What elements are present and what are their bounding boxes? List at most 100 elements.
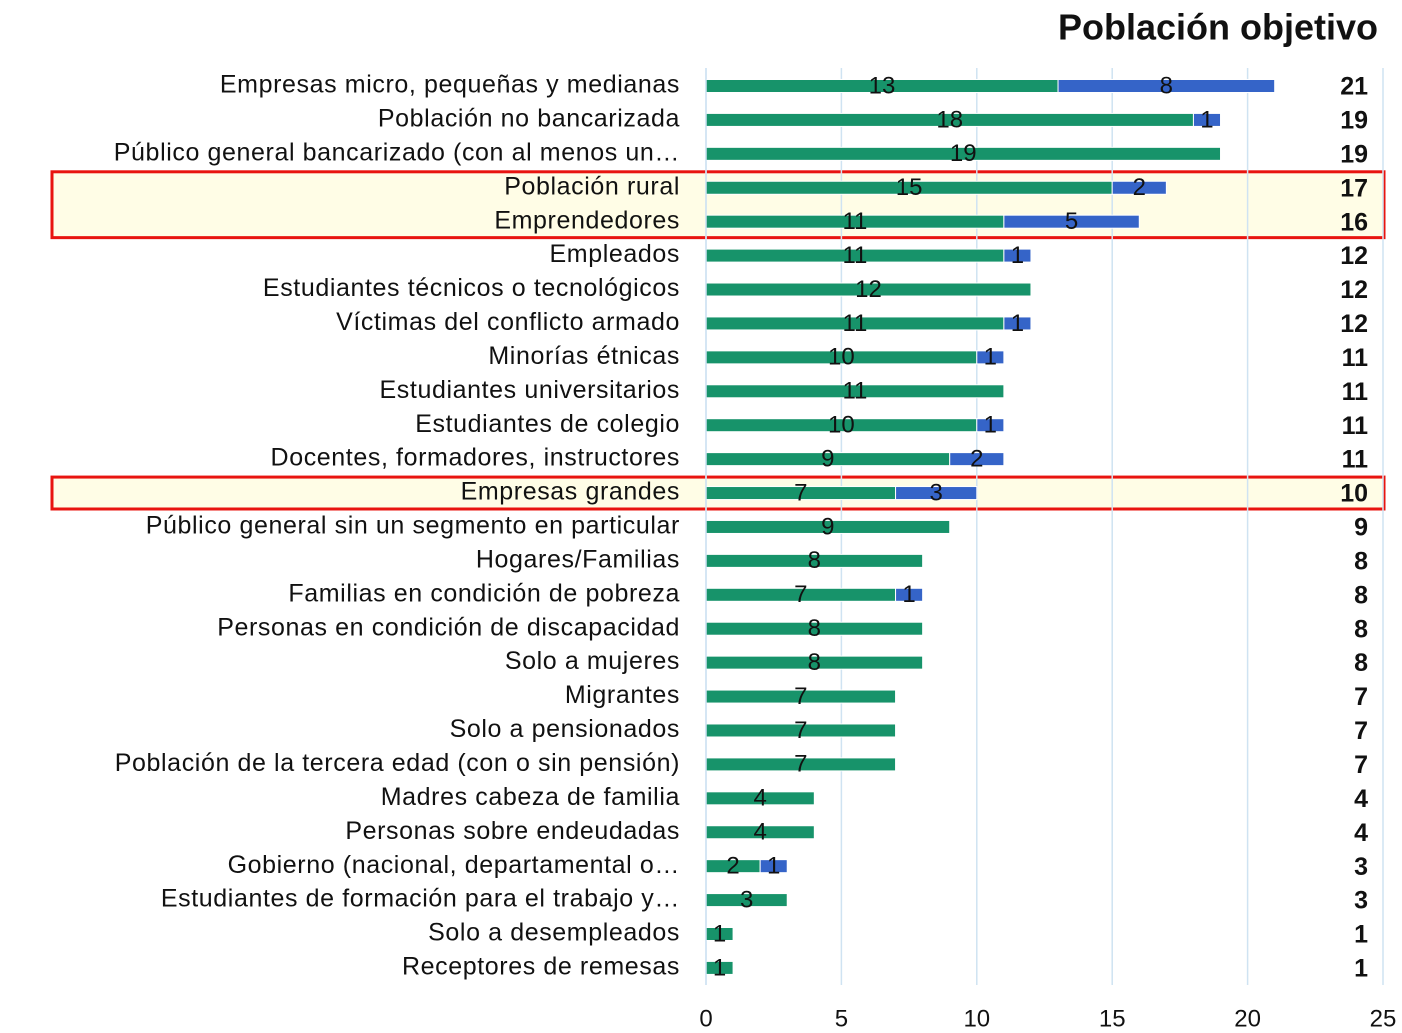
total-label: 11: [1342, 412, 1369, 440]
bar-segment: [976, 418, 1005, 433]
y-tick-label: Minorías étnicas: [488, 342, 680, 370]
total-label: 19: [1340, 107, 1368, 135]
bar-segment: [1003, 316, 1032, 331]
data-label: 1: [902, 581, 915, 608]
total-label: 8: [1354, 547, 1368, 575]
data-label: 7: [794, 479, 807, 506]
y-tick-label: Hogares/Familias: [476, 545, 680, 573]
x-tick-label: 15: [1099, 1005, 1126, 1032]
y-tick-label: Público general bancarizado (con al meno…: [114, 138, 680, 166]
data-label: 1: [713, 954, 726, 981]
data-label: 11: [842, 378, 867, 405]
data-label: 7: [794, 751, 807, 778]
data-label: 1: [984, 344, 997, 371]
y-tick-label: Personas en condición de discapacidad: [217, 613, 680, 641]
y-tick-label: Madres cabeza de familia: [381, 783, 680, 811]
total-label: 7: [1354, 751, 1368, 779]
bar-segment: [1003, 214, 1140, 229]
y-tick-label: Migrantes: [565, 681, 680, 709]
data-label: 12: [855, 276, 882, 303]
bar-segment: [1057, 79, 1276, 93]
data-label: 9: [821, 513, 834, 540]
y-tick-label: Empresas grandes: [461, 478, 680, 506]
y-tick-label: Docentes, formadores, instructores: [271, 444, 680, 472]
y-tick-label: Emprendedores: [494, 206, 680, 234]
data-label: 13: [869, 72, 896, 99]
total-label: 19: [1340, 140, 1368, 168]
data-label: 10: [828, 344, 855, 371]
data-label: 2: [726, 853, 739, 880]
total-label: 3: [1354, 853, 1368, 881]
y-tick-label: Personas sobre endeudadas: [345, 817, 680, 845]
data-label: 7: [794, 683, 807, 710]
bar-segment: [895, 486, 978, 501]
data-label: 11: [842, 208, 867, 235]
total-label: 11: [1342, 344, 1369, 372]
data-label: 4: [753, 819, 766, 846]
data-label: 1: [1011, 310, 1024, 337]
total-label: 9: [1354, 514, 1368, 542]
data-label: 3: [930, 479, 943, 506]
y-tick-label: Estudiantes de colegio: [415, 410, 680, 438]
bar-segment: [1003, 248, 1032, 263]
y-tick-label: Solo a desempleados: [428, 919, 680, 947]
x-tick-label: 5: [835, 1005, 848, 1032]
total-label: 8: [1354, 615, 1368, 643]
total-label: 21: [1340, 73, 1368, 101]
data-label: 1: [1200, 106, 1213, 133]
y-tick-label: Víctimas del conflicto armado: [336, 308, 680, 336]
x-tick-label: 25: [1370, 1005, 1397, 1032]
y-tick-label: Gobierno (nacional, departamental o…: [228, 851, 680, 879]
data-label: 11: [842, 242, 867, 269]
y-tick-label: Público general sin un segmento en parti…: [146, 512, 680, 540]
data-label: 7: [794, 717, 807, 744]
y-tick-label: Familias en condición de pobreza: [288, 579, 680, 607]
bar-segment: [759, 859, 788, 874]
total-label: 16: [1340, 208, 1368, 236]
bar-segment: [949, 452, 1005, 467]
bar-segment: [1111, 180, 1167, 195]
total-label: 4: [1354, 785, 1368, 813]
y-tick-label: Empresas micro, pequeñas y medianas: [220, 71, 680, 99]
data-label: 8: [808, 649, 821, 676]
total-label: 12: [1340, 276, 1368, 304]
y-tick-label: Población no bancarizada: [378, 105, 680, 133]
total-label: 4: [1354, 819, 1368, 847]
total-label: 1: [1354, 921, 1368, 949]
bar-segment: [895, 587, 924, 602]
data-label: 2: [970, 445, 983, 472]
chart-title: Población objetivo: [1058, 7, 1378, 48]
data-label: 5: [1065, 208, 1078, 235]
data-label: 19: [950, 140, 977, 167]
y-tick-label: Población rural: [504, 172, 680, 200]
x-tick-label: 20: [1234, 1005, 1261, 1032]
data-label: 4: [753, 785, 766, 812]
data-label: 7: [794, 581, 807, 608]
total-label: 1: [1354, 955, 1368, 983]
total-label: 11: [1342, 378, 1369, 406]
y-tick-label: Receptores de remesas: [402, 953, 680, 981]
y-tick-label: Solo a mujeres: [505, 647, 680, 675]
total-label: 3: [1354, 887, 1368, 915]
total-label: 7: [1354, 683, 1368, 711]
total-label: 8: [1354, 581, 1368, 609]
data-label: 11: [842, 310, 867, 337]
data-label: 1: [713, 920, 726, 947]
data-label: 10: [828, 412, 855, 439]
y-tick-label: Estudiantes técnicos o tecnológicos: [263, 274, 680, 302]
total-label: 10: [1340, 480, 1368, 508]
y-tick-label: Población de la tercera edad (con o sin …: [115, 749, 680, 777]
bar-segment: [976, 350, 1005, 365]
x-tick-label: 0: [699, 1005, 712, 1032]
y-tick-label: Estudiantes de formación para el trabajo…: [161, 885, 680, 913]
y-tick-label: Estudiantes universitarios: [380, 376, 680, 404]
bar-segment: [1192, 112, 1222, 127]
data-label: 9: [821, 445, 834, 472]
data-label: 2: [1133, 174, 1146, 201]
total-label: 7: [1354, 717, 1368, 745]
data-label: 8: [808, 547, 821, 574]
x-tick-label: 10: [963, 1005, 990, 1032]
y-tick-label: Empleados: [550, 240, 680, 268]
total-label: 8: [1354, 649, 1368, 677]
